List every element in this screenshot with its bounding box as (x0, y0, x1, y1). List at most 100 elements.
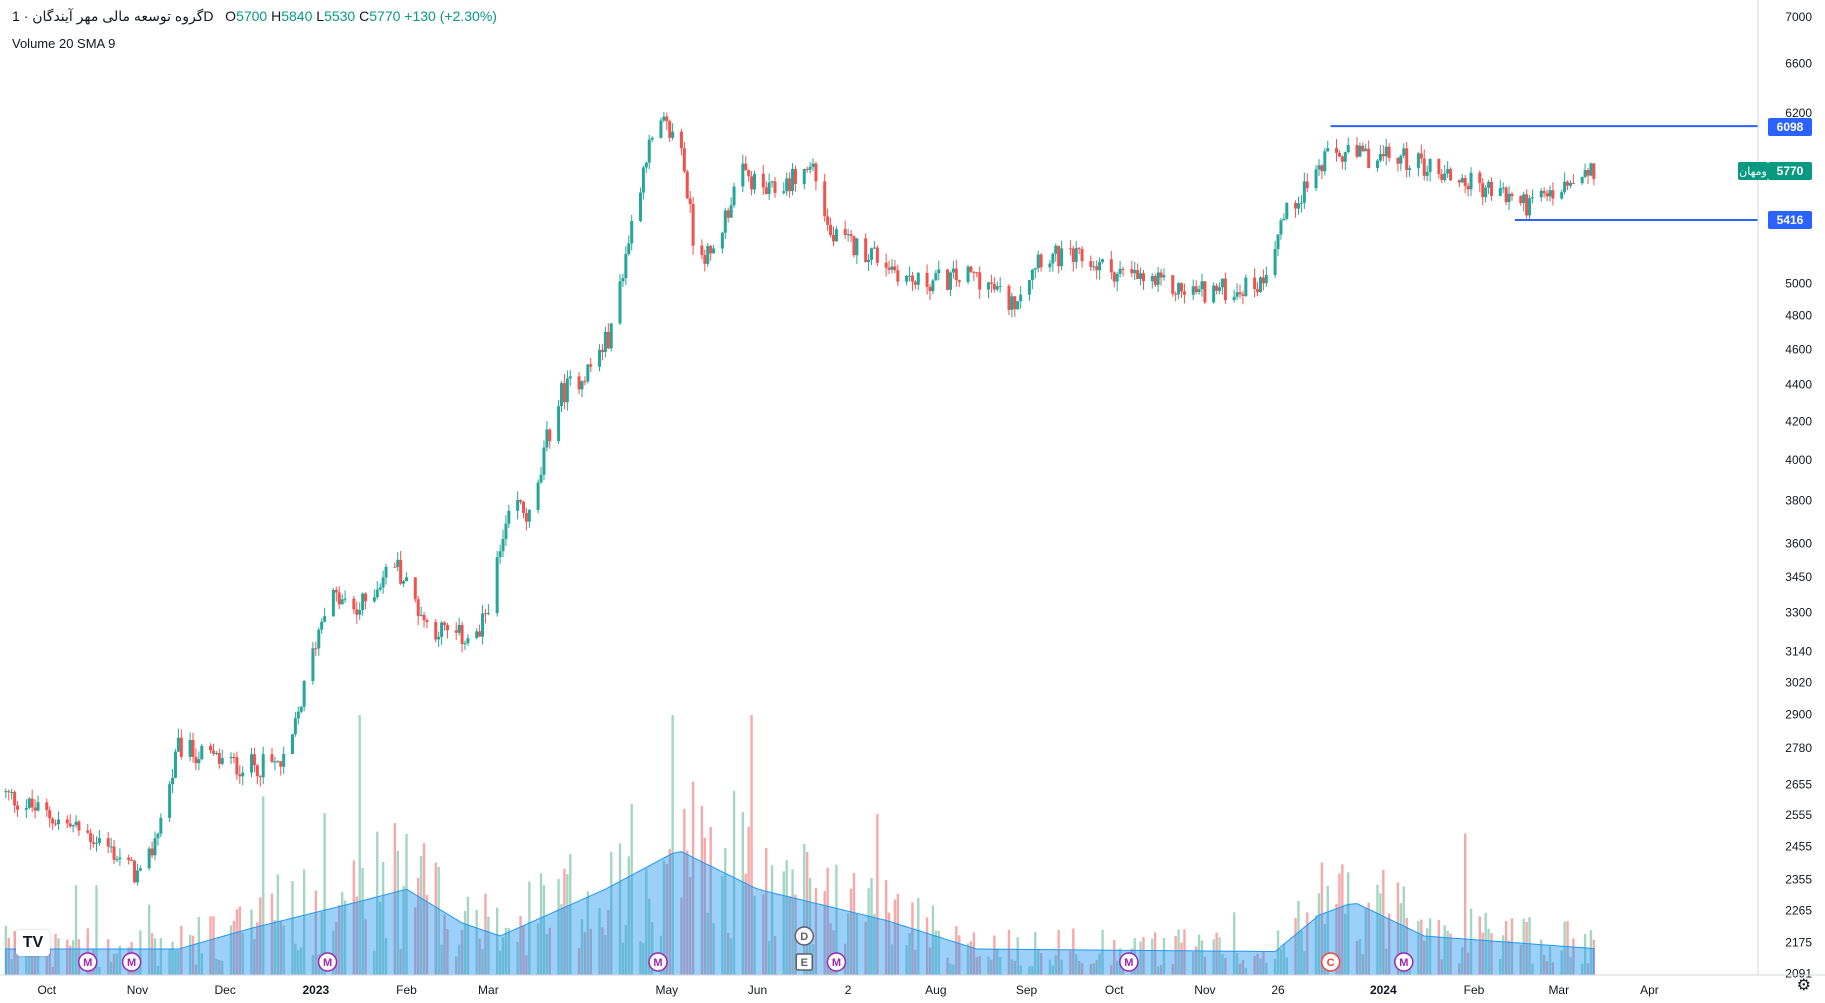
volume-bar (253, 938, 256, 975)
event-marker-e[interactable]: E (795, 953, 813, 971)
volume-bar (645, 868, 648, 975)
candle-body (279, 761, 283, 767)
volume-indicator-label[interactable]: Volume 20 SMA 9 (12, 36, 116, 51)
candle-body (1428, 158, 1432, 172)
candle-body (750, 176, 754, 190)
time-tick-label: Mar (1548, 983, 1569, 997)
time-tick-label: 2 (845, 983, 852, 997)
volume-bar (422, 843, 426, 975)
volume-bar (814, 888, 818, 975)
candle-body (1180, 283, 1184, 292)
volume-bar (1057, 929, 1060, 975)
candle-body (1580, 176, 1584, 184)
candle-body (1340, 156, 1344, 162)
candle-body (197, 759, 201, 764)
candle-body (48, 810, 52, 819)
candle-body (1080, 249, 1084, 262)
event-marker-m[interactable]: M (121, 952, 142, 972)
event-marker-m[interactable]: M (826, 952, 847, 972)
current-price-badge[interactable]: ومهان 5770 (1738, 162, 1812, 180)
candle-body (507, 510, 511, 524)
event-marker-m[interactable]: M (1119, 952, 1139, 972)
candle-body (299, 706, 303, 712)
candle-body (688, 198, 692, 205)
volume-bar (1463, 833, 1467, 975)
volume-bar (855, 913, 859, 975)
event-marker-m[interactable]: M (77, 952, 98, 972)
volume-bar (1221, 954, 1224, 975)
candle-body (867, 259, 871, 263)
volume-bar (727, 932, 730, 975)
candle-body (1399, 155, 1403, 164)
volume-bar (434, 862, 437, 975)
symbol-header[interactable]: گروه توسعه مالی مهر آیندگان · 1D O5700 H… (12, 8, 497, 25)
volume-bar (177, 949, 180, 975)
event-marker-bg (795, 953, 813, 971)
volume-bar (683, 808, 686, 975)
volume-bar (1385, 948, 1388, 975)
event-marker-m[interactable]: M (648, 952, 668, 972)
candle-body (156, 833, 160, 839)
volume-bar (147, 904, 151, 975)
change-percent: (+2.30%) (439, 8, 497, 24)
time-axis[interactable]: Oct Nov Dec 2023 Feb Mar May Jun 2 Aug Sep Oct Nov 26… (37, 983, 1658, 997)
horizontal-lines[interactable] (1330, 125, 1758, 222)
volume-bar (1054, 955, 1057, 975)
candle-body (1583, 170, 1587, 177)
event-marker-bg (317, 952, 338, 972)
candle-body (905, 275, 909, 282)
candle-body (1258, 277, 1262, 293)
volume-bar (139, 930, 142, 975)
event-marker-c[interactable]: C (1320, 952, 1341, 972)
event-marker-m[interactable]: M (1394, 952, 1414, 972)
volume-bar (1580, 963, 1584, 975)
price-axis[interactable]: 2091 2175 2265 2355 2455 2555 2655 2780 2900 3020… (1785, 10, 1812, 981)
volume-bar (1399, 903, 1403, 975)
candle-body (627, 243, 631, 255)
candle-body (609, 323, 613, 349)
price-tick-label: 4800 (1785, 309, 1812, 323)
close-value: 5770 (369, 8, 401, 24)
volume-bar (1095, 960, 1098, 975)
candle-body (483, 613, 487, 615)
candle-body (466, 638, 470, 644)
interval-label[interactable]: 1D (12, 8, 214, 24)
settings-gear-icon[interactable]: ⚙ (1796, 977, 1811, 994)
candle-body (1194, 286, 1198, 293)
candle-body (747, 170, 751, 177)
volume-bar (1379, 893, 1382, 975)
candle-body (1200, 281, 1204, 290)
volume-bar (1481, 932, 1484, 975)
volume-bar (566, 873, 569, 975)
candle-body (331, 589, 335, 617)
volume-bar (171, 941, 174, 975)
current-price-bg (1768, 162, 1812, 180)
volume-bar (291, 881, 294, 975)
candle-body (524, 513, 528, 522)
candle-body (1223, 278, 1227, 300)
candle-body (753, 173, 757, 190)
low-value: 5530 (324, 8, 356, 24)
candle-body (1241, 294, 1245, 296)
volume-bar (1034, 931, 1037, 975)
volume-bar (1244, 967, 1248, 975)
candle-body (665, 116, 669, 122)
candle-body (788, 178, 792, 192)
event-marker-d[interactable]: D (794, 926, 814, 946)
candle-body (761, 173, 765, 188)
current-price-value: 5770 (1777, 164, 1804, 178)
symbol-name[interactable]: گروه توسعه مالی مهر آیندگان (32, 8, 204, 24)
candle-body (679, 131, 683, 149)
candle-body (405, 577, 409, 582)
candle-body (1490, 181, 1494, 196)
candle-body (238, 774, 242, 777)
resistance-badge[interactable]: 6098 (1768, 118, 1812, 136)
support-badge[interactable]: 5416 (1768, 211, 1812, 229)
candle-body (1071, 248, 1075, 262)
volume-bar (604, 935, 607, 975)
event-marker-m[interactable]: M (317, 952, 338, 972)
event-markers[interactable]: M M M M D E M M C M (77, 926, 1414, 972)
tradingview-logo[interactable]: TV (16, 930, 50, 956)
volume-bar (1265, 962, 1268, 975)
